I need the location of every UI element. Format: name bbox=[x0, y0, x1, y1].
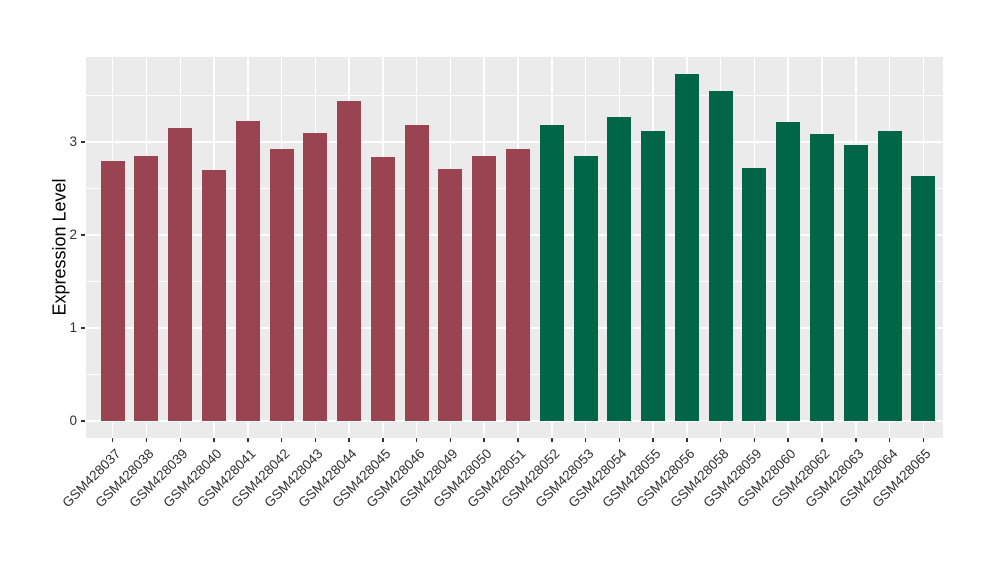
x-tick-mark bbox=[922, 438, 925, 442]
x-tick-mark bbox=[348, 438, 350, 442]
x-tick-mark bbox=[213, 438, 215, 442]
bar-GSM428042 bbox=[269, 149, 294, 421]
x-tick-mark bbox=[280, 438, 283, 442]
bar-GSM428059 bbox=[742, 168, 767, 421]
bar-GSM428060 bbox=[776, 122, 801, 421]
x-tick-mark bbox=[179, 438, 181, 442]
bar-GSM428054 bbox=[607, 116, 632, 421]
y-tick-label: 3 bbox=[69, 134, 77, 149]
x-tick-mark bbox=[551, 438, 553, 442]
bar-GSM428043 bbox=[303, 132, 328, 421]
x-tick-mark bbox=[111, 438, 114, 442]
bar-GSM428062 bbox=[809, 133, 834, 421]
y-tick-label: 2 bbox=[69, 227, 77, 242]
y-tick-mark bbox=[81, 141, 85, 143]
y-tick-label: 1 bbox=[69, 320, 77, 335]
x-tick-mark bbox=[753, 438, 756, 442]
x-tick-mark bbox=[888, 438, 891, 442]
x-tick-mark bbox=[382, 438, 384, 442]
bar-GSM428044 bbox=[337, 101, 362, 421]
bar-GSM428053 bbox=[573, 155, 598, 421]
bar-GSM428056 bbox=[674, 74, 699, 421]
plot-panel bbox=[86, 57, 943, 438]
minor-gridline bbox=[86, 95, 943, 96]
bar-GSM428051 bbox=[506, 149, 530, 421]
bar-GSM428064 bbox=[877, 130, 902, 421]
x-tick-mark bbox=[787, 438, 789, 442]
y-tick-label: 0 bbox=[69, 413, 77, 428]
x-tick-mark bbox=[145, 438, 148, 442]
x-tick-mark bbox=[483, 438, 485, 442]
major-gridline bbox=[86, 420, 943, 422]
x-tick-mark bbox=[821, 438, 823, 442]
y-tick-mark bbox=[81, 327, 85, 329]
bar-GSM428041 bbox=[235, 120, 260, 421]
x-tick-mark bbox=[247, 438, 249, 442]
x-tick-mark bbox=[855, 438, 857, 442]
y-axis-title: Expression Level bbox=[49, 178, 70, 316]
bar-GSM428063 bbox=[843, 144, 868, 421]
y-tick-mark bbox=[81, 420, 85, 422]
x-tick-mark bbox=[415, 438, 418, 442]
bar-GSM428058 bbox=[708, 90, 733, 421]
bar-GSM428049 bbox=[438, 168, 463, 421]
x-tick-mark bbox=[686, 438, 688, 442]
bar-GSM428045 bbox=[370, 156, 395, 421]
bar-GSM428052 bbox=[539, 125, 564, 421]
bar-GSM428046 bbox=[404, 125, 429, 421]
major-gridline bbox=[86, 141, 943, 143]
x-tick-mark bbox=[517, 438, 519, 442]
x-tick-mark bbox=[618, 438, 621, 442]
x-tick-mark bbox=[652, 438, 654, 442]
bar-GSM428038 bbox=[134, 155, 159, 421]
bar-GSM428040 bbox=[202, 169, 227, 421]
x-tick-mark bbox=[719, 438, 722, 442]
bar-GSM428039 bbox=[168, 128, 193, 421]
x-tick-mark bbox=[314, 438, 317, 442]
bar-GSM428050 bbox=[472, 155, 497, 421]
y-tick-mark bbox=[81, 234, 85, 236]
bar-GSM428065 bbox=[911, 176, 936, 421]
x-tick-mark bbox=[584, 438, 587, 442]
bar-GSM428037 bbox=[100, 160, 125, 421]
bar-GSM428055 bbox=[641, 130, 666, 421]
x-tick-mark bbox=[449, 438, 452, 442]
